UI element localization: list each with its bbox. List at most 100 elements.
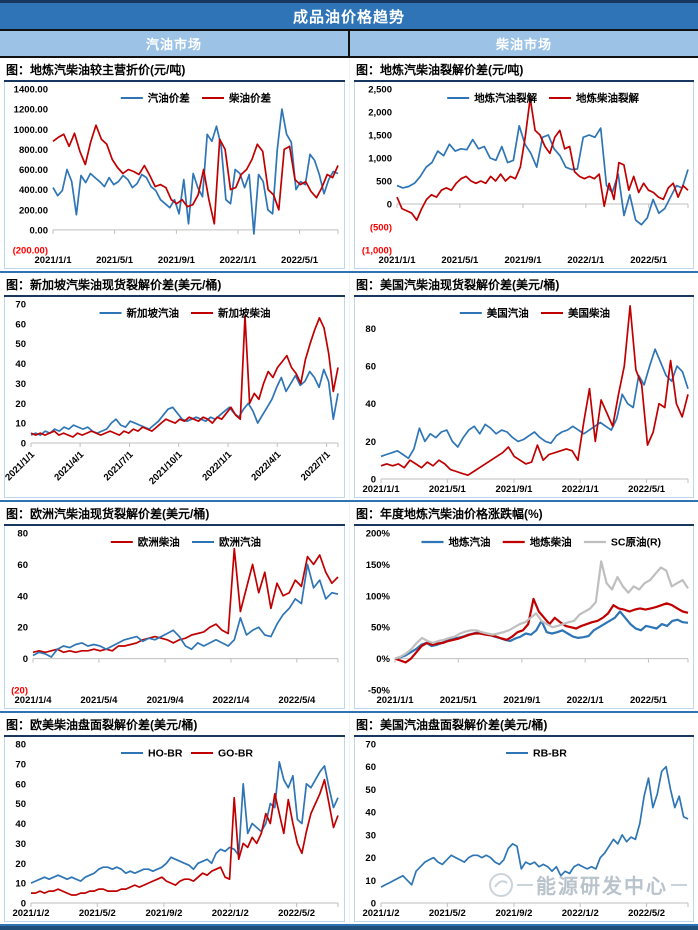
svg-text:欧洲柴油: 欧洲柴油 <box>138 536 180 549</box>
svg-text:2022/5/1: 2022/5/1 <box>628 484 666 495</box>
svg-text:2022/1/4: 2022/1/4 <box>212 695 250 706</box>
svg-text:40: 40 <box>15 359 26 370</box>
svg-text:200%: 200% <box>366 529 391 540</box>
svg-text:70: 70 <box>15 759 26 770</box>
svg-text:2021/9/1: 2021/9/1 <box>495 484 533 495</box>
chart-title: 图：欧洲汽柴油现货裂解价差(美元/桶) <box>4 505 345 526</box>
svg-text:2021/5/2: 2021/5/2 <box>429 908 466 919</box>
svg-text:地炼柴油裂解: 地炼柴油裂解 <box>576 92 639 105</box>
svg-text:600.00: 600.00 <box>19 165 48 176</box>
svg-text:2021/1/1: 2021/1/1 <box>35 255 73 266</box>
svg-text:0: 0 <box>21 439 26 450</box>
svg-text:2021/5/1: 2021/5/1 <box>440 695 478 706</box>
svg-text:2021/4/1: 2021/4/1 <box>52 449 86 483</box>
svg-text:2021/9/4: 2021/9/4 <box>147 695 185 706</box>
svg-text:2021/1/4: 2021/1/4 <box>15 695 53 706</box>
svg-text:70: 70 <box>15 300 26 311</box>
svg-text:0: 0 <box>23 654 28 665</box>
svg-text:新加坡汽油: 新加坡汽油 <box>127 307 180 320</box>
chart-title: 图：年度地炼汽柴油价格涨跌幅(%) <box>354 505 694 526</box>
svg-text:2021/7/1: 2021/7/1 <box>102 449 136 483</box>
svg-text:70: 70 <box>365 740 376 751</box>
svg-text:2022/1/1: 2022/1/1 <box>567 255 605 266</box>
svg-text:2022/5/2: 2022/5/2 <box>278 908 315 919</box>
chart-panel-europe: 图：欧洲汽柴油现货裂解价差(美元/桶) 80 60 40 20 0 (20) 2021/1/… <box>0 502 349 711</box>
svg-text:2021/1/2: 2021/1/2 <box>363 908 400 919</box>
svg-text:-50%: -50% <box>368 686 391 697</box>
svg-text:30: 30 <box>365 830 376 841</box>
svg-text:50: 50 <box>15 799 26 810</box>
chart-canvas: 80 60 40 20 0 (20)2021/1/4 2021/5/4 2021/9/4 202… <box>11 529 339 706</box>
chart-row-4: 图：欧美柴油盘面裂解价差(美元/桶) 80 70 60 50 40 30 20 10 0 2021… <box>0 713 698 926</box>
chart-panel-gasoline-futures-crack: 图：美国汽油盘面裂解价差(美元/桶) 70 60 50 40 30 20 10 0 2021/1… <box>349 713 698 924</box>
svg-text:40: 40 <box>365 399 376 410</box>
chart-canvas: 2,5002,0001,5001,0005000(500)(1,000)2021… <box>362 85 689 266</box>
svg-text:0: 0 <box>21 899 26 910</box>
svg-text:1400.00: 1400.00 <box>14 85 48 96</box>
page-title: 成品油价格趋势 <box>292 8 405 26</box>
diesel-market-header: 柴油市场 <box>495 37 552 52</box>
chart-box: 80 70 60 50 40 30 20 10 0 2021/1/2 2021/5/2 2021/9/… <box>4 737 345 922</box>
svg-text:10: 10 <box>15 419 26 430</box>
chart-box: 70 60 50 40 30 20 10 0 2021/1/1 2021/4/1 2021/7/1 2… <box>4 297 345 498</box>
svg-text:0: 0 <box>371 475 376 486</box>
svg-text:2021/1/1: 2021/1/1 <box>377 695 415 706</box>
svg-text:2021/5/2: 2021/5/2 <box>79 908 116 919</box>
chart-panel-singapore: 图：新加坡汽柴油现货裂解价差(美元/桶) 70 60 50 40 30 20 10 0 2021… <box>0 273 349 500</box>
svg-text:0: 0 <box>371 899 376 910</box>
svg-text:60: 60 <box>15 319 26 330</box>
svg-text:40: 40 <box>365 808 376 819</box>
svg-text:2022/1/1: 2022/1/1 <box>219 255 257 266</box>
svg-text:2021/5/4: 2021/5/4 <box>80 695 118 706</box>
market-header-row: 汽油市场 柴油市场 <box>0 31 698 58</box>
svg-text:2022/1/1: 2022/1/1 <box>200 449 234 483</box>
svg-text:10: 10 <box>15 879 26 890</box>
svg-text:30: 30 <box>15 839 26 850</box>
svg-text:2021/9/1: 2021/9/1 <box>505 255 543 266</box>
report-title-bar: 成品油价格趋势 <box>0 0 698 31</box>
svg-text:40: 40 <box>17 591 28 602</box>
svg-text:800.00: 800.00 <box>19 145 48 156</box>
svg-text:(500): (500) <box>370 223 392 234</box>
svg-text:0.00: 0.00 <box>30 225 49 236</box>
chart-panel-diesel-futures-crack: 图：欧美柴油盘面裂解价差(美元/桶) 80 70 60 50 40 30 20 10 0 2021… <box>0 713 349 924</box>
svg-text:地炼汽油: 地炼汽油 <box>449 536 491 549</box>
svg-text:80: 80 <box>15 740 26 751</box>
svg-text:2021/5/1: 2021/5/1 <box>429 484 467 495</box>
chart-panel-us-spot: 图：美国汽柴油现货裂解价差(美元/桶) 80 60 40 20 0 2021/1/1 202… <box>349 273 698 500</box>
svg-text:2021/9/2: 2021/9/2 <box>495 908 532 919</box>
chart-title: 图：地炼汽柴油较主营折价(元/吨) <box>4 61 345 82</box>
svg-text:20: 20 <box>365 853 376 864</box>
chart-box: 80 60 40 20 0 2021/1/1 2021/5/1 2021/9/1 2022/1/… <box>354 297 694 498</box>
svg-text:150%: 150% <box>366 560 391 571</box>
svg-text:HO-BR: HO-BR <box>148 748 183 760</box>
svg-text:2,000: 2,000 <box>368 108 392 119</box>
svg-text:1,500: 1,500 <box>368 131 392 142</box>
svg-text:2022/7/1: 2022/7/1 <box>299 449 333 483</box>
chart-box: 1400.00 1200.00 1000.00 800.00 600.00 400.00 2… <box>4 82 345 269</box>
svg-text:80: 80 <box>365 324 376 335</box>
svg-text:10: 10 <box>365 876 376 887</box>
chart-box: 200% 150% 100% 50% 0% -50% 2021/1/1 2021/5/1 202… <box>354 526 694 709</box>
chart-title: 图：地炼汽柴油裂解价差(元/吨) <box>354 61 694 82</box>
chart-row-2: 图：新加坡汽柴油现货裂解价差(美元/桶) 70 60 50 40 30 20 10 0 2021… <box>0 273 698 502</box>
svg-text:美国柴油: 美国柴油 <box>568 307 610 320</box>
svg-text:60: 60 <box>17 560 28 571</box>
svg-text:50: 50 <box>15 339 26 350</box>
svg-text:2,500: 2,500 <box>368 85 392 96</box>
gasoline-market-header: 汽油市场 <box>0 31 350 56</box>
svg-text:200.00: 200.00 <box>19 205 48 216</box>
svg-text:(200.00): (200.00) <box>13 246 48 257</box>
svg-text:2022/1/1: 2022/1/1 <box>562 484 600 495</box>
svg-text:2022/5/1: 2022/5/1 <box>630 695 668 706</box>
svg-text:2022/1/1: 2022/1/1 <box>567 695 605 706</box>
bottom-border-bar <box>0 926 698 930</box>
svg-text:50%: 50% <box>371 623 391 634</box>
svg-text:RB-BR: RB-BR <box>533 748 567 760</box>
svg-text:2021/10/1: 2021/10/1 <box>147 449 185 487</box>
chart-title: 图：美国汽油盘面裂解价差(美元/桶) <box>354 716 694 737</box>
